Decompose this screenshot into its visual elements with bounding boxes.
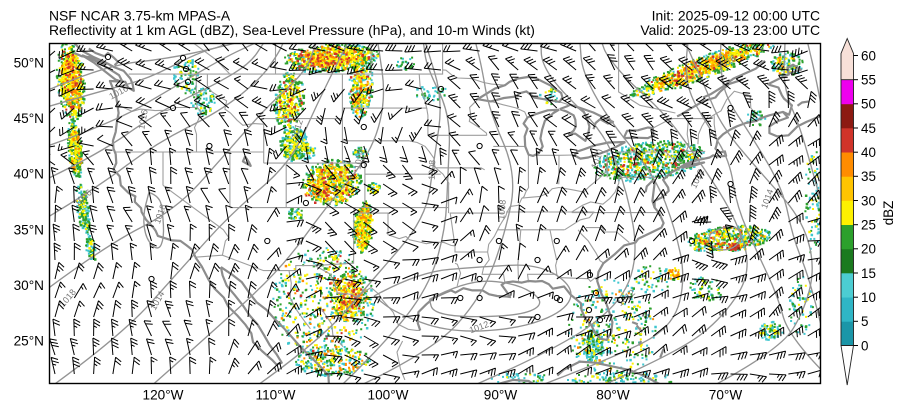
svg-text:35°N: 35°N [14, 222, 44, 237]
svg-text:Valid: 2025-09-13 23:00 UTC: Valid: 2025-09-13 23:00 UTC [640, 22, 820, 38]
svg-text:25: 25 [861, 218, 876, 233]
svg-text:10: 10 [861, 290, 876, 305]
svg-text:30: 30 [861, 193, 876, 208]
svg-text:1008: 1008 [427, 160, 438, 180]
svg-text:1010: 1010 [352, 149, 365, 170]
svg-text:5: 5 [861, 314, 868, 329]
svg-text:dBZ: dBZ [881, 201, 896, 226]
svg-text:0: 0 [861, 338, 868, 353]
svg-text:120°W: 120°W [143, 388, 184, 403]
svg-text:45: 45 [861, 121, 876, 136]
svg-text:1008: 1008 [496, 199, 508, 220]
svg-text:55: 55 [861, 73, 876, 88]
svg-text:20: 20 [861, 242, 876, 257]
svg-text:45°N: 45°N [14, 111, 44, 126]
svg-text:35: 35 [861, 169, 876, 184]
svg-text:NSF NCAR 3.75-km MPAS-A: NSF NCAR 3.75-km MPAS-A [49, 8, 231, 24]
svg-text:40: 40 [861, 145, 876, 160]
svg-text:90°W: 90°W [484, 388, 518, 403]
svg-text:100°W: 100°W [368, 388, 409, 403]
svg-text:110°W: 110°W [256, 388, 296, 403]
svg-text:30°N: 30°N [14, 278, 44, 293]
svg-text:Reflectivity at 1 km AGL (dBZ): Reflectivity at 1 km AGL (dBZ), Sea-Leve… [49, 22, 535, 38]
svg-text:60: 60 [861, 48, 876, 63]
svg-text:50°N: 50°N [14, 56, 44, 71]
svg-text:15: 15 [861, 266, 876, 281]
svg-text:70°W: 70°W [709, 388, 743, 403]
svg-text:Init: 2025-09-12 00:00 UTC: Init: 2025-09-12 00:00 UTC [652, 8, 820, 24]
svg-text:40°N: 40°N [14, 167, 44, 182]
svg-text:50: 50 [861, 97, 876, 112]
svg-text:1016: 1016 [136, 109, 149, 130]
svg-text:80°W: 80°W [596, 388, 630, 403]
svg-text:25°N: 25°N [14, 334, 44, 349]
